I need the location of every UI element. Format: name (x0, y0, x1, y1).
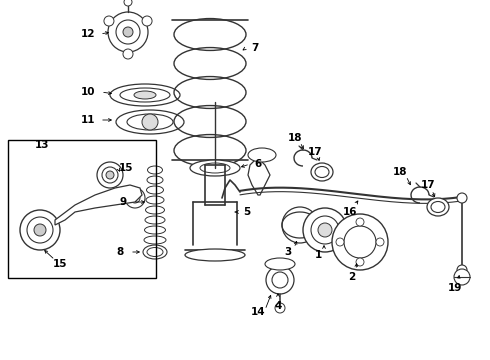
Ellipse shape (110, 84, 180, 106)
Ellipse shape (143, 245, 167, 259)
Polygon shape (248, 160, 270, 195)
Text: 19: 19 (448, 283, 462, 293)
Ellipse shape (146, 196, 164, 204)
Ellipse shape (144, 236, 166, 244)
Ellipse shape (185, 249, 245, 261)
Circle shape (311, 216, 339, 244)
Circle shape (457, 265, 467, 275)
Circle shape (130, 193, 140, 203)
Circle shape (123, 27, 133, 37)
Circle shape (303, 208, 347, 252)
Ellipse shape (145, 226, 166, 234)
Text: 3: 3 (284, 247, 292, 257)
Circle shape (27, 217, 53, 243)
Ellipse shape (120, 88, 170, 102)
Circle shape (106, 171, 114, 179)
Text: 4: 4 (274, 301, 282, 311)
Polygon shape (55, 185, 142, 225)
Text: 17: 17 (421, 180, 435, 190)
Text: 5: 5 (244, 207, 250, 217)
Ellipse shape (127, 114, 173, 130)
Circle shape (266, 266, 294, 294)
Circle shape (123, 49, 133, 59)
Text: 15: 15 (53, 259, 67, 269)
Circle shape (97, 162, 123, 188)
Ellipse shape (147, 248, 163, 256)
Ellipse shape (311, 163, 333, 181)
Circle shape (108, 12, 148, 52)
Text: 2: 2 (348, 272, 356, 282)
Circle shape (282, 207, 318, 243)
Circle shape (272, 272, 288, 288)
Circle shape (116, 20, 140, 44)
Circle shape (275, 303, 285, 313)
Circle shape (102, 167, 118, 183)
Text: 13: 13 (35, 140, 49, 150)
Ellipse shape (147, 186, 164, 194)
Ellipse shape (200, 163, 230, 173)
Text: 18: 18 (288, 133, 302, 143)
Ellipse shape (145, 216, 165, 224)
Text: 15: 15 (119, 163, 133, 173)
Text: 7: 7 (251, 43, 259, 53)
Ellipse shape (147, 176, 163, 184)
Circle shape (318, 223, 332, 237)
Circle shape (104, 16, 114, 26)
Text: 12: 12 (81, 29, 95, 39)
Text: 8: 8 (117, 247, 123, 257)
Text: 6: 6 (254, 159, 262, 169)
Text: 1: 1 (315, 250, 321, 260)
Circle shape (376, 238, 384, 246)
Ellipse shape (315, 166, 329, 177)
Circle shape (454, 269, 470, 285)
Text: 11: 11 (81, 115, 95, 125)
Circle shape (34, 224, 46, 236)
Circle shape (356, 218, 364, 226)
Ellipse shape (116, 110, 184, 134)
Ellipse shape (134, 91, 156, 99)
Bar (8, 140, 156, 278)
Circle shape (356, 258, 364, 266)
Circle shape (142, 114, 158, 130)
Text: 14: 14 (251, 307, 265, 317)
Text: 9: 9 (120, 197, 126, 207)
Circle shape (457, 193, 467, 203)
Circle shape (344, 226, 376, 258)
Circle shape (20, 210, 60, 250)
Ellipse shape (147, 166, 163, 174)
Text: 10: 10 (81, 87, 95, 97)
Ellipse shape (248, 148, 276, 162)
Circle shape (332, 214, 388, 270)
Circle shape (125, 188, 145, 208)
Text: 17: 17 (308, 147, 322, 157)
Text: 18: 18 (393, 167, 407, 177)
Circle shape (124, 0, 132, 6)
Circle shape (142, 16, 152, 26)
Ellipse shape (265, 258, 295, 270)
Ellipse shape (190, 160, 240, 176)
Circle shape (336, 238, 344, 246)
Ellipse shape (431, 202, 445, 212)
Ellipse shape (427, 198, 449, 216)
Ellipse shape (146, 206, 165, 214)
Text: 16: 16 (343, 207, 357, 217)
